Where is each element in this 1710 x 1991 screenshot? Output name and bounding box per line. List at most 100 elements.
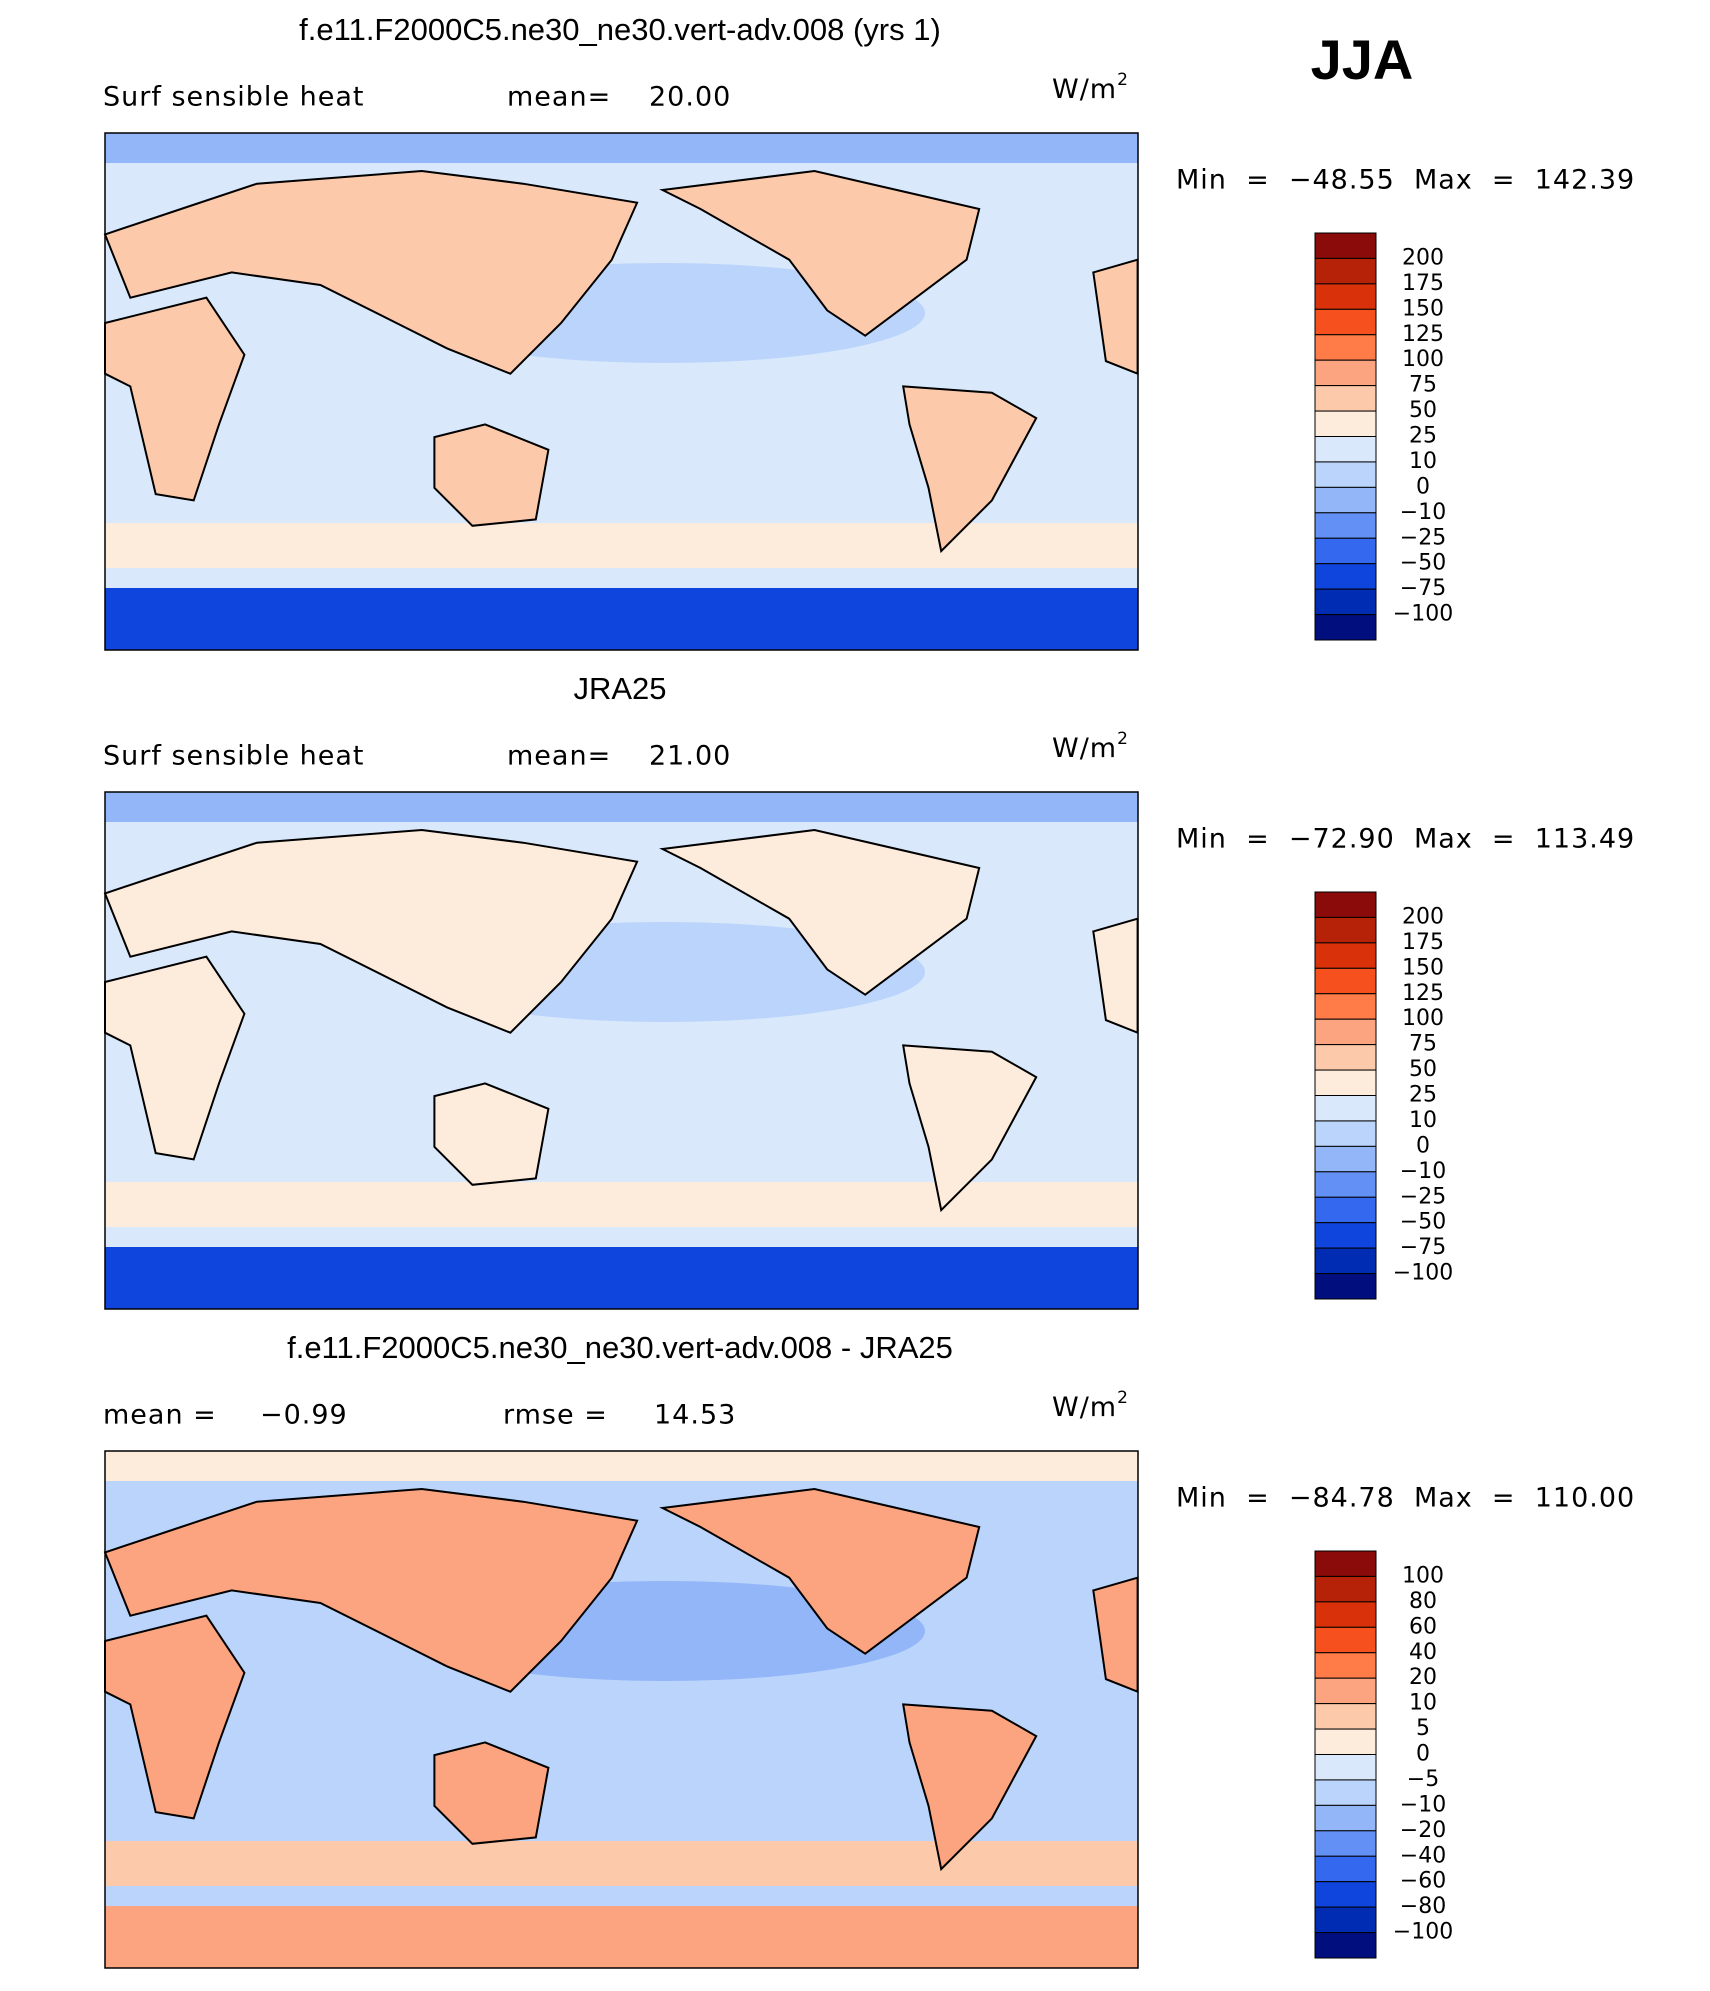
range-text: Min = −72.90 Max = 113.49: [1176, 824, 1635, 855]
stat-label: mean=: [507, 82, 611, 113]
colorbar-label: 175: [1402, 271, 1444, 296]
colorbar-label: 25: [1409, 424, 1437, 449]
continent: [103, 1487, 639, 1693]
colorbar-box: [1314, 967, 1377, 995]
colorbar-box: [1314, 1728, 1377, 1755]
colorbar-label: 150: [1402, 296, 1444, 321]
colorbar-label: 0: [1416, 1742, 1430, 1767]
panel-title: JRA25: [573, 671, 666, 706]
stat-label: mean=: [507, 741, 611, 772]
antarctic-band: [105, 1906, 1138, 1968]
antarctic-band: [105, 1247, 1138, 1309]
colorbar-label: 0: [1416, 474, 1430, 499]
colorbar-label: −80: [1400, 1894, 1446, 1919]
stat-label: rmse =: [503, 1400, 608, 1431]
continent: [104, 1614, 246, 1820]
range-text: Min = −48.55 Max = 142.39: [1176, 165, 1635, 196]
colorbar-label: 10: [1409, 1108, 1437, 1133]
field-label: Surf sensible heat: [103, 82, 365, 113]
units-sup: 2: [1117, 70, 1129, 90]
colorbar-box: [1314, 1222, 1377, 1249]
colorbar-label: 150: [1402, 955, 1444, 980]
colorbar-label: 175: [1402, 930, 1444, 955]
map-frame: [104, 1450, 1139, 1969]
colorbar-box: [1314, 385, 1377, 412]
colorbar-box: [1314, 1601, 1377, 1628]
colorbar-box: [1314, 232, 1377, 259]
colorbar-label: 25: [1409, 1083, 1437, 1108]
panel: f.e11.F2000C5.ne30_ne30.vert-adv.008 (yr…: [103, 12, 1635, 651]
continent: [902, 1044, 1038, 1213]
units: W/m2: [1052, 1388, 1129, 1423]
colorbar-box: [1314, 916, 1377, 944]
colorbar-label: 60: [1409, 1614, 1437, 1639]
units: W/m2: [1052, 729, 1129, 764]
colorbar-box: [1314, 359, 1377, 387]
colorbar-box: [1314, 283, 1377, 310]
colorbar-box: [1314, 1881, 1377, 1908]
colorbar-box: [1314, 1932, 1377, 1959]
colorbar-box: [1314, 257, 1377, 285]
colorbar-label: 10: [1409, 1691, 1437, 1716]
units-sup: 2: [1117, 1388, 1129, 1408]
colorbar-box: [1314, 436, 1377, 463]
continent: [659, 169, 981, 337]
continent: [103, 828, 639, 1034]
colorbar-label: 50: [1409, 398, 1437, 423]
map-frame: [104, 791, 1139, 1310]
colorbar-box: [1314, 563, 1377, 590]
colorbar-label: −5: [1407, 1767, 1439, 1792]
colorbar-box: [1314, 1754, 1377, 1781]
colorbar-label: 200: [1402, 245, 1444, 270]
antarctic-band: [105, 588, 1138, 650]
colorbar-box: [1314, 1120, 1377, 1147]
colorbar-label: 10: [1409, 449, 1437, 474]
colorbar-label: 125: [1402, 981, 1444, 1006]
units-base: W/m: [1052, 74, 1117, 105]
colorbar-box: [1314, 1652, 1377, 1679]
colorbar-box: [1314, 1575, 1377, 1603]
colorbar-label: −50: [1400, 551, 1446, 576]
colorbar-label: −25: [1400, 1184, 1446, 1209]
map-frame: [104, 132, 1139, 651]
units: W/m2: [1052, 70, 1129, 105]
range-text: Min = −84.78 Max = 110.00: [1176, 1483, 1635, 1514]
colorbar-label: 50: [1409, 1057, 1437, 1082]
stat-value: 20.00: [649, 82, 731, 113]
colorbar-box: [1314, 1273, 1377, 1300]
continent: [433, 1741, 550, 1845]
colorbar-label: 100: [1402, 347, 1444, 372]
continent: [103, 169, 639, 375]
continent: [104, 296, 246, 502]
colorbar-label: 200: [1402, 904, 1444, 929]
colorbar-box: [1314, 614, 1377, 641]
colorbar-label: −75: [1400, 576, 1446, 601]
continent: [104, 955, 246, 1161]
colorbar-label: 80: [1409, 1589, 1437, 1614]
colorbar-box: [1314, 993, 1377, 1020]
continent: [902, 1703, 1038, 1872]
panel-title: f.e11.F2000C5.ne30_ne30.vert-adv.008 (yr…: [299, 12, 941, 47]
continent: [659, 1487, 981, 1655]
colorbar-box: [1314, 410, 1377, 437]
colorbar-box: [1314, 461, 1377, 488]
colorbar-label: −25: [1400, 525, 1446, 550]
continent: [433, 423, 550, 527]
colorbar-label: −40: [1400, 1843, 1446, 1868]
colorbar-label: 0: [1416, 1133, 1430, 1158]
colorbar-label: −50: [1400, 1210, 1446, 1235]
colorbar-box: [1314, 1044, 1377, 1071]
colorbar-label: 100: [1402, 1563, 1444, 1588]
colorbar-label: 20: [1409, 1665, 1437, 1690]
map: [103, 132, 1139, 651]
colorbar-label: −75: [1400, 1235, 1446, 1260]
colorbar-box: [1314, 1171, 1377, 1198]
colorbar-box: [1314, 486, 1377, 514]
colorbar-label: −100: [1393, 602, 1453, 627]
colorbar-label: 100: [1402, 1006, 1444, 1031]
arctic-band: [105, 133, 1138, 163]
colorbar-label: 75: [1409, 373, 1437, 398]
colorbar-label: 75: [1409, 1032, 1437, 1057]
map: [103, 791, 1139, 1310]
arctic-band: [105, 792, 1138, 822]
